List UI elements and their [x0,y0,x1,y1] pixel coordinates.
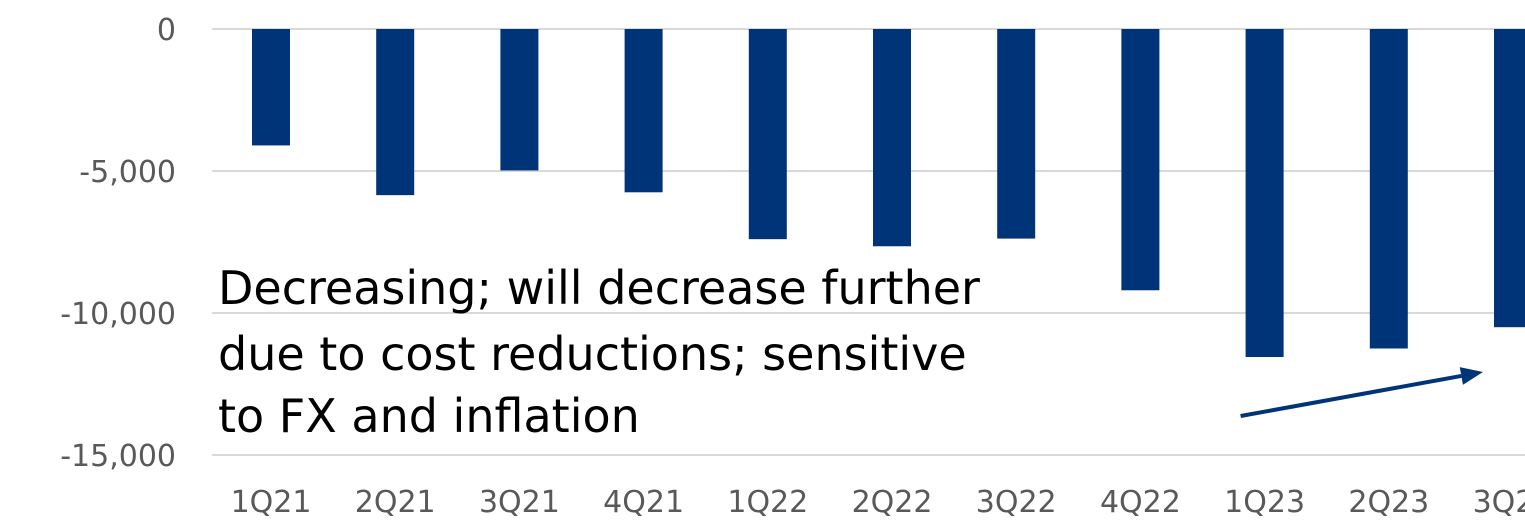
bar-3Q22 [997,29,1036,239]
x-axis-tick-labels: 1Q21 2Q21 3Q21 4Q21 1Q22 2Q22 3Q22 4Q22 1Q23 2Q23… [231,485,1525,520]
annotation-text: Decreasing; will decrease further due to… [218,261,980,443]
bar-1Q23 [1245,29,1284,358]
x-tick-label: 3Q23 [1473,485,1525,520]
x-tick-label: 1Q22 [727,485,808,520]
trend-arrow-head [1459,367,1483,385]
x-tick-label: 1Q23 [1224,485,1305,520]
bar-3Q21 [500,29,539,171]
x-tick-label: 4Q22 [1100,485,1181,520]
x-tick-label: 2Q23 [1348,485,1429,520]
annotation-line-1: Decreasing; will decrease further [218,261,980,315]
x-tick-label: 4Q21 [603,485,684,520]
bar-2Q23 [1369,29,1408,349]
trend-arrow-shaft [1240,373,1462,418]
bar-1Q21 [252,29,290,146]
x-tick-label: 3Q21 [479,485,560,520]
y-tick-label: -10,000 [60,297,176,332]
y-tick-label: -5,000 [79,155,176,190]
gridlines [212,28,1525,456]
y-axis-tick-labels: 0 -5,000 -10,000 -15,000 [60,13,176,474]
y-tick-label: -15,000 [60,439,176,474]
bar-4Q22 [1121,29,1160,291]
bars [252,29,1525,358]
x-tick-label: 1Q21 [231,485,312,520]
trend-arrow [1240,367,1483,418]
bar-2Q21 [376,29,415,196]
bar-2Q22 [873,29,911,247]
annotation-line-3: to FX and inflation [218,389,640,443]
y-tick-label: 0 [157,13,176,48]
bar-1Q22 [748,29,787,240]
bar-4Q21 [624,29,663,193]
x-tick-label: 2Q22 [852,485,933,520]
x-tick-label: 2Q21 [355,485,436,520]
annotation-line-2: due to cost reductions; sensitive [218,327,967,381]
bar-3Q23 [1494,29,1525,328]
x-tick-label: 3Q22 [976,485,1057,520]
